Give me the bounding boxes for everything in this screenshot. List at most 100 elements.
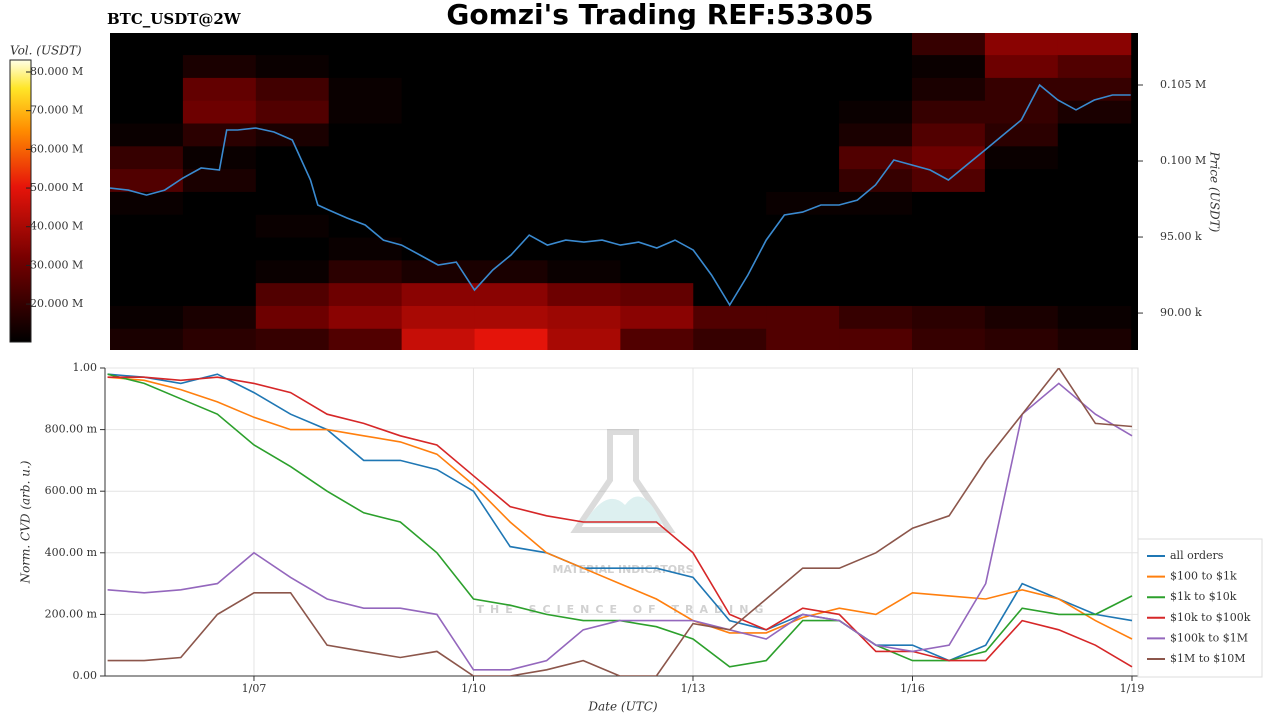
heatmap-cell: [839, 77, 913, 101]
series-line: [107, 373, 1133, 662]
heatmap-cell: [401, 328, 476, 350]
y-axis-label: Price (USDT): [1208, 151, 1222, 233]
heatmap-cell: [474, 282, 548, 306]
heatmap-cell: [328, 259, 403, 284]
heatmap-cell: [474, 237, 548, 261]
heatmap-cell: [620, 328, 694, 350]
heatmap-cell: [110, 100, 184, 124]
heatmap-cell: [620, 168, 694, 192]
heatmap-cell: [839, 214, 913, 238]
heatmap-cell: [474, 328, 548, 350]
heatmap-cell: [255, 145, 330, 170]
heatmap-cell: [474, 168, 548, 192]
heatmap-cell: [401, 54, 476, 78]
heatmap-cell: [547, 54, 621, 78]
heatmap-cell: [110, 33, 184, 56]
heatmap-cell: [911, 305, 986, 329]
heatmap-cell: [401, 237, 476, 261]
heatmap-cell: [110, 214, 184, 238]
heatmap-cell: [255, 123, 330, 147]
heatmap-cell: [474, 259, 548, 284]
series-line: [107, 376, 1133, 640]
heatmap-cell: [766, 33, 840, 56]
heatmap-cell: [693, 77, 767, 101]
heatmap-cell: [693, 282, 767, 306]
heatmap-cell: [766, 305, 840, 329]
heatmap-cell: [474, 305, 548, 329]
heatmap-cell: [182, 123, 257, 147]
heatmap-cell: [547, 214, 621, 238]
heatmap-cell: [255, 259, 330, 284]
chart-subtitle: BTC_USDT@2W: [107, 10, 242, 28]
heatmap-cell: [110, 259, 184, 284]
heatmap-cell: [255, 282, 330, 306]
heatmap-cell: [110, 237, 184, 261]
heatmap-cell: [401, 168, 476, 192]
heatmap-cell: [474, 77, 548, 101]
heatmap-cell: [1057, 328, 1132, 350]
heatmap-cell: [328, 191, 403, 215]
heatmap-cell: [984, 305, 1059, 329]
heatmap-cell: [839, 123, 913, 147]
heatmap-cell: [547, 237, 621, 261]
heatmap-cell: [547, 282, 621, 306]
heatmap-cell: [328, 145, 403, 170]
heatmap-cell: [839, 100, 913, 124]
x-axis-label: Date (UTC): [587, 700, 657, 714]
heatmap-cell: [766, 237, 840, 261]
heatmap-cell: [984, 145, 1059, 170]
heatmap-cell: [255, 214, 330, 238]
heatmap-cell: [547, 123, 621, 147]
heatmap-cell: [984, 100, 1059, 124]
watermark-tagline: THE SCIENCE OF TRADING: [477, 603, 770, 616]
heatmap-cell: [1057, 259, 1132, 284]
heatmap-cell: [474, 33, 548, 56]
heatmap-cell: [255, 237, 330, 261]
heatmap-cell: [328, 77, 403, 101]
heatmap-cell: [620, 305, 694, 329]
heatmap-cell: [328, 168, 403, 192]
colorbar: [9, 59, 32, 343]
y-tick-label: 0.100 M: [1160, 154, 1206, 167]
heatmap-cell: [255, 191, 330, 215]
legend: [1137, 538, 1263, 678]
heatmap-cell: [984, 168, 1059, 192]
heatmap-cell: [182, 77, 257, 101]
heatmap-cell: [766, 77, 840, 101]
heatmap-cell: [984, 33, 1059, 56]
heatmap-cell: [401, 282, 476, 306]
heatmap-cell: [620, 123, 694, 147]
colorbar-tick-label: 40.000 M: [30, 220, 83, 233]
heatmap-cell: [766, 259, 840, 284]
flask-liquid: [583, 496, 663, 524]
price-line: [110, 83, 1131, 307]
heatmap-cell: [839, 168, 913, 192]
heatmap-cell: [547, 328, 621, 350]
y-tick-label: 200.00 m: [45, 607, 98, 620]
heatmap-cell: [911, 77, 986, 101]
heatmap-cell: [1057, 237, 1132, 261]
heatmap-cell: [766, 168, 840, 192]
heatmap-cell: [766, 100, 840, 124]
heatmap-cell: [182, 214, 257, 238]
heatmap-cell: [984, 191, 1059, 215]
heatmap-cell: [1057, 191, 1132, 215]
heatmap-cell: [182, 145, 257, 170]
heatmap-cell: [839, 191, 913, 215]
heatmap-cell: [474, 100, 548, 124]
heatmap-cell: [110, 54, 184, 78]
heatmap-cell: [839, 54, 913, 78]
heatmap-cell: [984, 328, 1059, 350]
heatmap-cell: [839, 145, 913, 170]
heatmap-cell: [620, 282, 694, 306]
heatmap-cell: [1057, 123, 1132, 147]
heatmap-cell: [693, 168, 767, 192]
flask-icon: [570, 429, 676, 533]
heatmap-cell: [911, 237, 986, 261]
heatmap-cell: [255, 305, 330, 329]
colorbar-tick-label: 70.000 M: [30, 104, 83, 117]
colorbar-tick-label: 50.000 M: [30, 181, 83, 194]
heatmap-cell: [110, 145, 184, 170]
heatmap-cell: [766, 191, 840, 215]
heatmap-cell: [911, 100, 986, 124]
